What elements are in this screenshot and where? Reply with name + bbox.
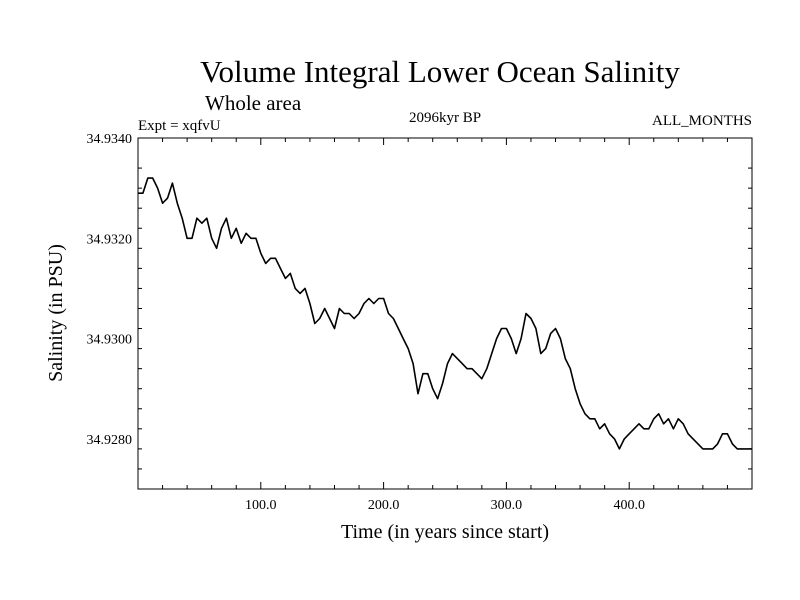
axis-ticks bbox=[138, 138, 752, 489]
months-label: ALL_MONTHS bbox=[652, 113, 752, 129]
y-tick-label: 34.9340 bbox=[87, 132, 133, 147]
y-tick-label: 34.9280 bbox=[87, 433, 133, 448]
x-tick-label: 300.0 bbox=[491, 498, 523, 513]
plot-frame bbox=[137, 137, 753, 490]
x-axis-label: Time (in years since start) bbox=[341, 521, 549, 543]
x-tick-label: 200.0 bbox=[368, 498, 400, 513]
y-tick-labels: 34.9280 34.9300 34.9320 34.9340 bbox=[87, 132, 133, 448]
x-tick-label: 100.0 bbox=[245, 498, 277, 513]
y-tick-label: 34.9320 bbox=[87, 232, 133, 247]
chart-title: Volume Integral Lower Ocean Salinity bbox=[200, 54, 680, 89]
chart-subtitle: Whole area bbox=[205, 91, 302, 115]
y-tick-label: 34.9300 bbox=[87, 333, 133, 348]
x-tick-label: 400.0 bbox=[613, 498, 645, 513]
salinity-series-line bbox=[138, 177, 752, 450]
x-tick-labels: 100.0 200.0 300.0 400.0 bbox=[245, 498, 645, 513]
period-label: 2096kyr BP bbox=[409, 110, 481, 126]
y-axis-label: Salinity (in PSU) bbox=[45, 244, 67, 382]
experiment-label: Expt = xqfvU bbox=[138, 118, 221, 134]
